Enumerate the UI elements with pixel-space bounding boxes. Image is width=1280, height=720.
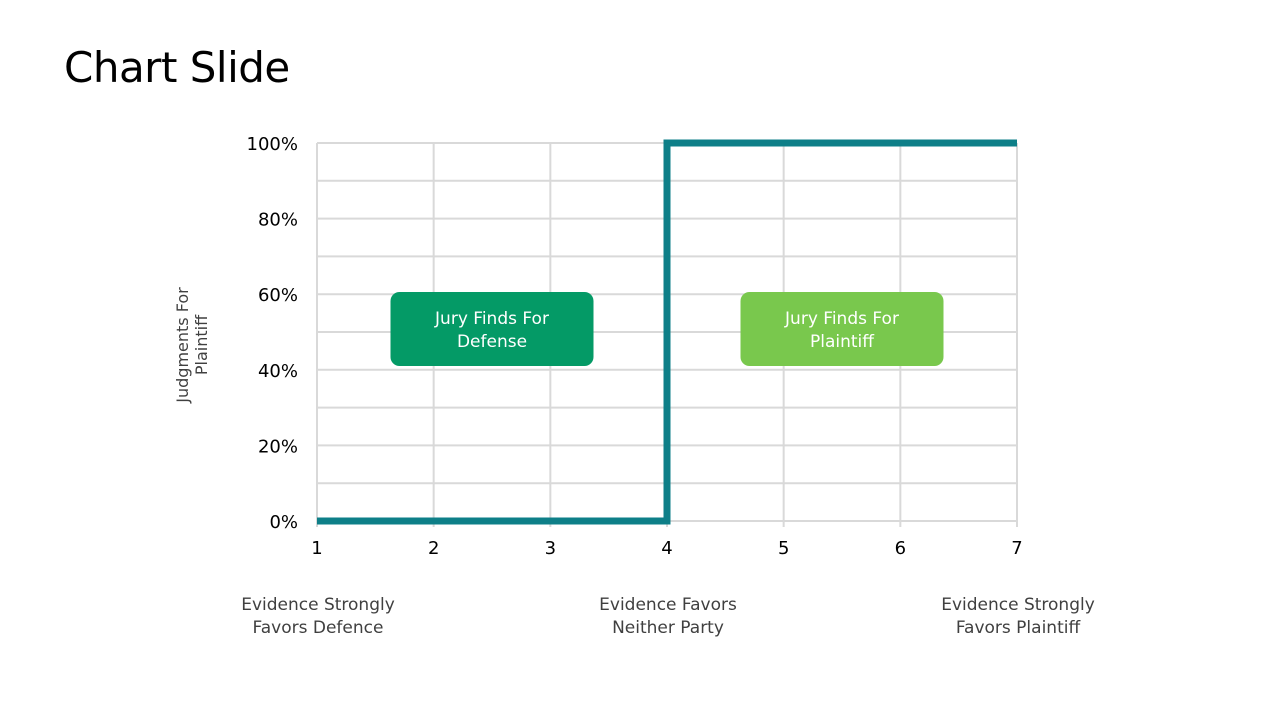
x-annotation-label: Favors Plaintiff — [956, 618, 1082, 638]
series-line-group — [317, 139, 1017, 525]
callout-box — [740, 292, 944, 366]
y-tick-label: 40% — [258, 361, 298, 382]
tick-label-group: 0% 20% 40% 60% 80% 100% 1 2 3 4 5 6 7 — [247, 134, 1023, 559]
x-tick-label: 6 — [895, 538, 906, 559]
x-tick-label: 7 — [1011, 538, 1022, 559]
y-tick-label: 60% — [258, 285, 298, 306]
y-tick-label: 80% — [258, 210, 298, 231]
y-axis-title: Judgments ForPlaintiff — [173, 287, 211, 404]
callout-group: Jury Finds For Defense Jury Finds For Plain… — [390, 292, 944, 366]
y-tick-label: 20% — [258, 436, 298, 457]
callout-label: Jury Finds For — [784, 309, 899, 329]
y-tick-label: 100% — [247, 134, 298, 155]
x-annotation-label: Evidence Favors — [599, 595, 737, 615]
x-tick-label: 3 — [545, 538, 556, 559]
callout-defense: Jury Finds For Defense — [390, 292, 594, 366]
x-annotation-label: Neither Party — [612, 618, 724, 638]
y-tick-label: 0% — [269, 512, 298, 533]
series-line — [317, 139, 1017, 525]
x-tick-label: 4 — [661, 538, 672, 559]
callout-label: Defense — [457, 332, 527, 352]
x-tick-label: 2 — [428, 538, 439, 559]
slide-title: Chart Slide — [64, 43, 290, 92]
callout-label: Plaintiff — [810, 332, 875, 352]
x-tick-label: 5 — [778, 538, 789, 559]
x-annotation-group: Evidence Strongly Favors Defence Evidence … — [241, 595, 1095, 638]
x-annotation-label: Evidence Strongly — [241, 595, 395, 615]
x-tick-label: 1 — [311, 538, 322, 559]
x-annotation-label: Evidence Strongly — [941, 595, 1095, 615]
callout-label: Jury Finds For — [434, 309, 549, 329]
x-annotation-label: Favors Defence — [253, 618, 384, 638]
callout-plaintiff: Jury Finds For Plaintiff — [740, 292, 944, 366]
callout-box — [390, 292, 594, 366]
